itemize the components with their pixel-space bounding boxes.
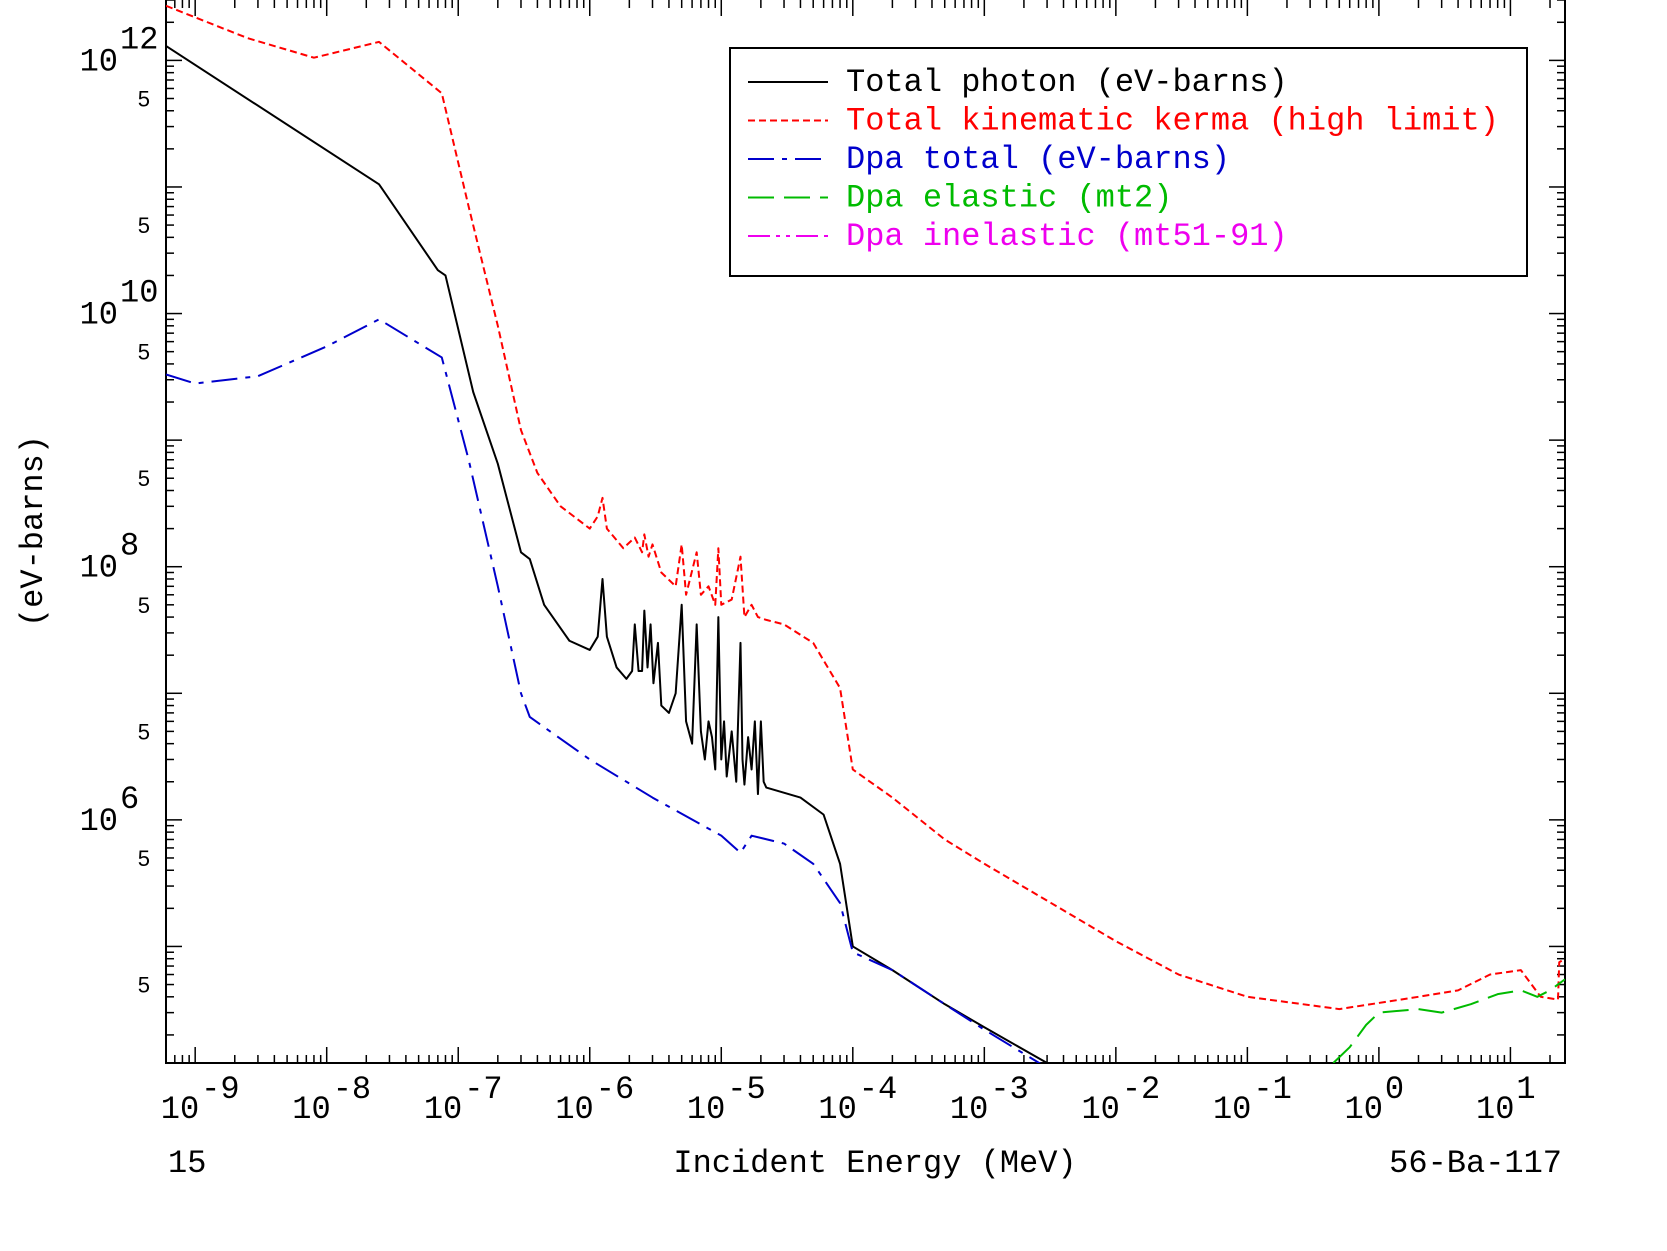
x-tick-label-base: 10 (1344, 1091, 1382, 1128)
x-tick-label-base: 10 (161, 1091, 199, 1128)
x-tick-label-base: 10 (424, 1091, 462, 1128)
x-tick-label-base: 10 (687, 1091, 725, 1128)
x-tick-label-exp: 0 (1385, 1071, 1404, 1108)
x-tick-label-exp: -9 (201, 1071, 239, 1108)
legend-entry: Dpa inelastic (mt51-91) (748, 218, 1288, 255)
x-tick-label-exp: -7 (464, 1071, 502, 1108)
legend-label: Dpa elastic (mt2) (846, 180, 1172, 217)
x-tick-label-base: 10 (1476, 1091, 1514, 1128)
x-tick-label: 10-9 (161, 1071, 240, 1128)
legend-box (729, 47, 1528, 277)
series-line-3 (1332, 978, 1565, 1063)
y-tick-label-base: 10 (80, 43, 118, 80)
x-tick-label-exp: -8 (333, 1071, 371, 1108)
legend-label: Total kinematic kerma (high limit) (846, 103, 1499, 140)
footer-right: 56-Ba-117 (1389, 1145, 1562, 1182)
y-tick-label-base: 10 (80, 803, 118, 840)
x-tick-label: 10-6 (555, 1071, 634, 1128)
x-tick-label: 10-8 (292, 1071, 371, 1128)
legend-entry: Total photon (eV-barns) (748, 64, 1288, 101)
y-minor-tick-label: 5 (138, 213, 150, 238)
x-tick-label-exp: 1 (1516, 1071, 1535, 1108)
legend-entry: Dpa total (eV-barns) (748, 141, 1230, 178)
footer-left: 15 (168, 1145, 206, 1182)
legend-label: Dpa total (eV-barns) (846, 141, 1230, 178)
axis-ticks (165, 0, 1565, 1063)
y-tick-label-exp: 6 (120, 781, 139, 818)
x-tick-label-base: 10 (950, 1091, 988, 1128)
x-tick-label: 10-4 (818, 1071, 897, 1128)
y-tick-label: 106 (80, 781, 140, 840)
y-minor-tick-label: 5 (138, 593, 150, 618)
axis-tick-labels: 10-910-810-710-610-510-410-310-210-11001… (80, 21, 1536, 1128)
legend-label: Dpa inelastic (mt51-91) (846, 218, 1288, 255)
x-tick-label-exp: -4 (859, 1071, 897, 1108)
series-line-0 (166, 45, 1050, 1063)
y-minor-tick-label: 5 (138, 340, 150, 365)
legend-label: Total photon (eV-barns) (846, 64, 1288, 101)
series-line-1 (166, 4, 1565, 1011)
x-tick-label: 10-1 (1213, 1071, 1292, 1128)
series-layer (166, 4, 1565, 1063)
x-tick-label: 10-2 (1081, 1071, 1160, 1128)
x-tick-label: 100 (1344, 1071, 1404, 1128)
x-tick-label-exp: -1 (1253, 1071, 1291, 1108)
y-axis-label: (eV-barns) (15, 435, 52, 627)
x-tick-label: 101 (1476, 1071, 1536, 1128)
x-tick-label: 10-3 (950, 1071, 1029, 1128)
x-tick-label-base: 10 (1213, 1091, 1251, 1128)
y-minor-tick-label: 5 (138, 86, 150, 111)
legend-entry: Total kinematic kerma (high limit) (748, 103, 1499, 140)
x-tick-label-exp: -5 (727, 1071, 765, 1108)
plot-frame (165, 0, 1566, 1064)
x-tick-label-base: 10 (818, 1091, 856, 1128)
x-axis-label: Incident Energy (MeV) (673, 1145, 1076, 1182)
y-tick-label: 108 (80, 528, 140, 587)
x-tick-label-exp: -2 (1122, 1071, 1160, 1108)
legend: Total photon (eV-barns)Total kinematic k… (729, 47, 1528, 277)
y-tick-label-exp: 12 (120, 21, 158, 58)
x-tick-label: 10-7 (424, 1071, 503, 1128)
y-minor-tick-label: 5 (138, 846, 150, 871)
y-tick-label-exp: 8 (120, 528, 139, 565)
y-tick-label-base: 10 (80, 550, 118, 587)
x-tick-label-base: 10 (555, 1091, 593, 1128)
series-line-2 (166, 318, 1042, 1063)
y-tick-label-exp: 10 (120, 275, 158, 312)
y-minor-tick-label: 5 (138, 973, 150, 998)
x-tick-label: 10-5 (687, 1071, 766, 1128)
x-tick-label-exp: -3 (990, 1071, 1028, 1108)
y-minor-tick-label: 5 (138, 466, 150, 491)
y-tick-label-base: 10 (80, 297, 118, 334)
x-tick-label-exp: -6 (596, 1071, 634, 1108)
y-minor-tick-label: 5 (138, 719, 150, 744)
legend-entry: Dpa elastic (mt2) (748, 180, 1172, 217)
x-tick-label-base: 10 (292, 1091, 330, 1128)
x-tick-label-base: 10 (1081, 1091, 1119, 1128)
